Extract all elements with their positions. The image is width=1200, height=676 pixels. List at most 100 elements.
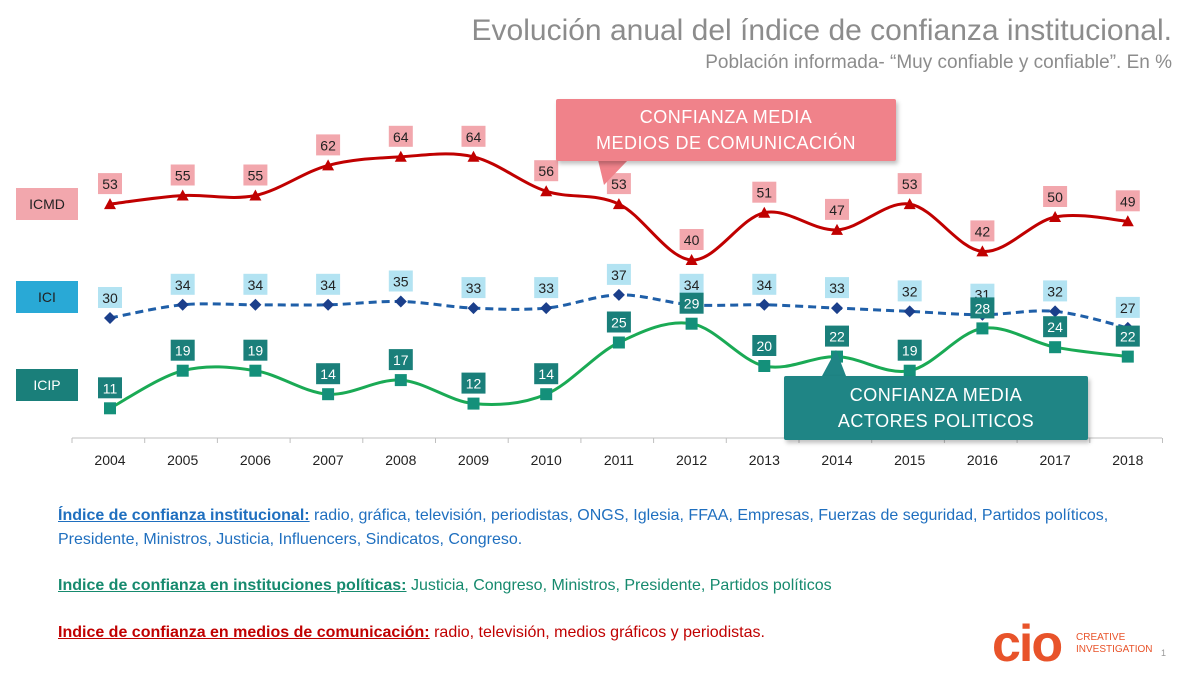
data-label-ici: 33: [466, 280, 482, 296]
data-label-bg-icmd: [534, 160, 559, 182]
data-label-icmd: 55: [248, 168, 264, 184]
data-label-icip: 17: [393, 352, 409, 368]
data-point-icmd: [831, 223, 843, 235]
data-label-icip: 22: [1120, 329, 1136, 345]
data-label-icip: 14: [538, 366, 554, 382]
x-tick-label: 2012: [676, 452, 707, 468]
callout-actores: CONFIANZA MEDIA ACTORES POLITICOS: [784, 376, 1088, 440]
data-label-ici: 30: [102, 290, 118, 306]
x-tick-label: 2017: [1040, 452, 1071, 468]
data-point-icmd: [758, 206, 771, 218]
data-point-icip: [612, 336, 625, 349]
data-label-bg-ici: [243, 273, 268, 295]
x-tick-label: 2005: [167, 452, 198, 468]
data-label-icip: 25: [611, 315, 627, 331]
data-point-icmd: [1121, 215, 1134, 227]
data-label-bg-ici: [170, 273, 195, 295]
data-label-ici: 34: [320, 277, 336, 293]
series-tag-icip: ICIP: [16, 369, 78, 401]
data-label-icmd: 40: [684, 232, 700, 248]
data-point-icmd: [1049, 211, 1062, 222]
data-label-icip: 19: [248, 343, 264, 359]
data-point-icip: [758, 360, 771, 372]
note-ici-label: Índice de confianza institucional:: [58, 507, 310, 524]
data-point-ici: [104, 312, 116, 324]
data-label-bg-icip: [1115, 325, 1140, 347]
data-label-ici: 34: [248, 277, 264, 293]
data-label-bg-ici: [825, 277, 849, 299]
line-chart: 2004 2005 2006 2007 2008 2009 2010 2011 2012 2013…: [71, 125, 1163, 468]
data-label-bg-icip: [170, 339, 195, 361]
data-point-icmd: [685, 254, 698, 265]
data-label-icip: 24: [1047, 319, 1063, 335]
data-label-bg-icip: [243, 339, 268, 361]
data-label-ici: 34: [684, 277, 700, 293]
x-tick-label: 2010: [531, 452, 562, 468]
data-label-icmd: 53: [102, 176, 118, 192]
data-label-bg-icmd: [752, 181, 777, 203]
data-point-icmd: [104, 198, 116, 210]
data-label-bg-icip: [606, 311, 631, 333]
data-label-bg-icmd: [897, 173, 922, 195]
data-label-bg-icmd: [679, 229, 704, 250]
callout-actores-pointer: [822, 350, 846, 376]
note-icmd-label: Indice de confianza en medios de comunic…: [58, 624, 430, 641]
data-label-ici: 27: [1120, 300, 1136, 316]
data-label-bg-icmd: [825, 198, 849, 220]
data-label-bg-icmd: [170, 164, 195, 186]
data-point-ici: [540, 302, 553, 315]
x-tick-label: 2016: [967, 452, 998, 468]
x-tick-label: 2014: [821, 452, 852, 468]
data-point-icip: [1049, 341, 1062, 354]
data-label-icmd: 50: [1047, 189, 1063, 205]
callout-medios-pointer: [598, 160, 628, 185]
data-label-icip: 29: [684, 296, 700, 312]
callout-medios-line1: CONFIANZA MEDIA: [639, 107, 813, 127]
x-tick-label: 2013: [749, 452, 780, 468]
data-label-bg-icmd: [1115, 190, 1140, 212]
data-label-bg-ici: [98, 287, 122, 308]
note-ici: Índice de confianza institucional: radio…: [58, 504, 1158, 552]
logo-subtitle: CREATIVE INVESTIGATION: [1076, 632, 1153, 656]
data-label-icip: 14: [320, 366, 336, 382]
data-point-ici: [249, 298, 262, 311]
data-label-icip: 20: [757, 338, 773, 354]
data-label-bg-ici: [606, 263, 631, 285]
logo-line1: CREATIVE: [1076, 632, 1126, 643]
data-label-bg-ici: [1115, 296, 1140, 318]
cio-logo: cio CREATIVE INVESTIGATION: [992, 618, 1182, 674]
chart-subtitle: Población informada- “Muy confiable y co…: [705, 52, 1172, 73]
data-label-bg-icip: [897, 339, 922, 361]
data-point-ici: [831, 302, 843, 315]
data-point-icmd: [322, 159, 335, 171]
data-label-bg-icip: [388, 349, 413, 371]
data-point-icmd: [612, 198, 625, 210]
note-icip-text: Justicia, Congreso, Ministros, President…: [406, 577, 832, 594]
data-point-icmd: [249, 189, 262, 201]
data-point-icip: [685, 317, 698, 330]
data-label-icmd: 56: [538, 163, 554, 179]
data-label-icip: 22: [829, 329, 845, 345]
data-point-ici: [176, 298, 189, 311]
chart-title: Evolución anual del índice de confianza …: [471, 14, 1172, 47]
data-point-icip: [322, 388, 335, 401]
series-tag-ici: ICI: [16, 281, 78, 313]
data-label-ici: 35: [393, 274, 409, 290]
data-label-bg-icip: [825, 325, 849, 347]
callout-medios: CONFIANZA MEDIA MEDIOS DE COMUNICACIÓN: [556, 99, 896, 161]
data-point-icip: [1121, 350, 1134, 363]
note-icmd-text: radio, televisión, medios gráficos y per…: [429, 624, 765, 641]
x-tick-label: 2004: [94, 452, 125, 468]
data-point-icmd: [467, 150, 480, 162]
data-label-bg-icip: [679, 292, 704, 314]
page-number: 1: [1160, 648, 1166, 658]
logo-mark: cio: [992, 615, 1063, 673]
data-label-ici: 34: [757, 277, 773, 293]
x-tick-label: 2006: [240, 452, 271, 468]
data-point-icmd: [976, 245, 989, 257]
data-label-icip: 19: [175, 343, 191, 359]
data-label-icmd: 47: [829, 202, 845, 218]
data-label-bg-icip: [534, 363, 559, 385]
data-label-icip: 19: [902, 343, 918, 359]
data-point-ici: [467, 302, 480, 315]
